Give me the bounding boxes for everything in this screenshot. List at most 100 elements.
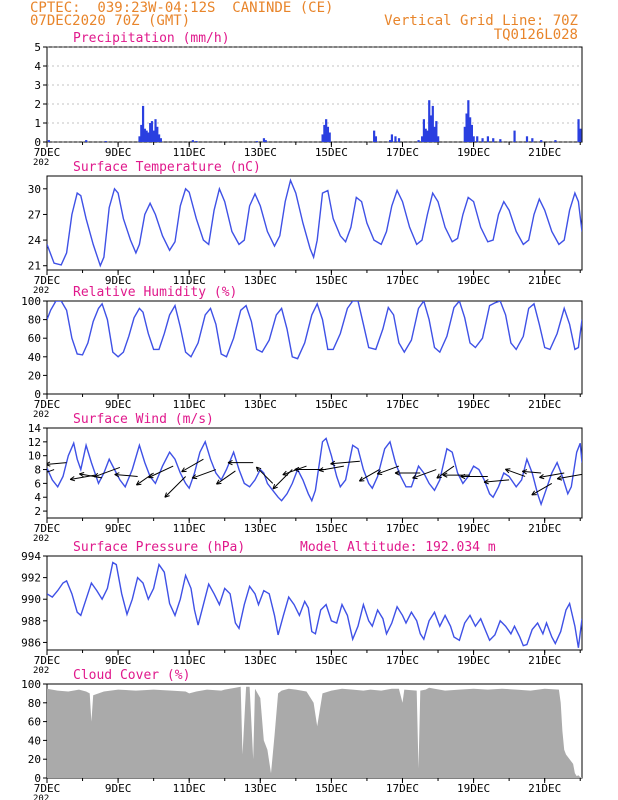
x-tick-label: 15DEC bbox=[315, 654, 348, 667]
y-tick-label: 994 bbox=[21, 550, 41, 563]
pressure-plot bbox=[47, 561, 582, 648]
x-tick-label: 21DEC bbox=[528, 782, 561, 795]
precipitation-bar bbox=[577, 119, 580, 142]
x-tick-label: 11DEC bbox=[173, 146, 206, 159]
x-tick-label: 13DEC bbox=[244, 146, 277, 159]
y-tick-label: 5 bbox=[34, 41, 41, 54]
y-tick-label: 986 bbox=[21, 636, 41, 649]
x-tick-label: 11DEC bbox=[173, 782, 206, 795]
precipitation-bar bbox=[467, 100, 470, 142]
precipitation-bar bbox=[525, 136, 529, 142]
y-tick-label: 0 bbox=[34, 136, 41, 149]
y-tick-label: 12 bbox=[28, 436, 41, 449]
y-tick-label: 6 bbox=[34, 477, 41, 490]
precipitation-bar bbox=[579, 128, 582, 142]
y-tick-label: 0 bbox=[34, 772, 41, 785]
precipitation-bar bbox=[147, 132, 150, 142]
precipitation-bar bbox=[152, 130, 155, 142]
precipitation-bar bbox=[421, 136, 424, 142]
precipitation-bar bbox=[325, 119, 328, 142]
wind-vector-arrow bbox=[181, 458, 204, 473]
wind-vector-arrow bbox=[47, 469, 55, 473]
model-altitude-label: Model Altitude: 192.034 m bbox=[300, 540, 496, 555]
header-code: TQ0126L028 bbox=[493, 27, 578, 43]
x-tick-label: 11DEC bbox=[173, 398, 206, 411]
cloud-cover-panel bbox=[43, 683, 583, 783]
y-tick-label: 8 bbox=[34, 464, 41, 477]
precipitation-bar bbox=[321, 134, 324, 142]
x-tick-label: 13DEC bbox=[244, 522, 277, 535]
precipitation-bar bbox=[195, 141, 198, 142]
y-tick-label: 20 bbox=[28, 753, 41, 766]
precipitation-bar bbox=[429, 115, 433, 142]
x-tick-label: 21DEC bbox=[528, 522, 561, 535]
x-year-label: 202 bbox=[33, 534, 49, 544]
precipitation-bar bbox=[397, 138, 401, 142]
precipitation-bar bbox=[373, 130, 376, 142]
precipitation-bar bbox=[255, 141, 258, 142]
precipitation-bar bbox=[326, 126, 330, 142]
precipitation-bar bbox=[472, 136, 475, 142]
x-tick-label: 19DEC bbox=[457, 398, 490, 411]
y-tick-label: 3 bbox=[34, 79, 41, 92]
precipitation-bar bbox=[437, 136, 440, 142]
y-tick-label: 992 bbox=[21, 572, 41, 585]
cloud-cover-area bbox=[47, 686, 582, 778]
x-tick-label: 19DEC bbox=[457, 522, 490, 535]
wind-vector-arrow bbox=[442, 472, 471, 478]
humidity-plot bbox=[47, 301, 582, 360]
wind-plot bbox=[47, 437, 582, 507]
humidity-series-line bbox=[47, 301, 582, 360]
cloud-cover-title: Cloud Cover (%) bbox=[73, 668, 190, 683]
x-tick-label: 19DEC bbox=[457, 274, 490, 287]
pressure-panel bbox=[43, 555, 583, 655]
wind-vector-arrow bbox=[539, 472, 565, 480]
wind-vector-arrow bbox=[412, 469, 437, 480]
precipitation-bar bbox=[435, 121, 438, 142]
x-tick-label: 13DEC bbox=[244, 782, 277, 795]
x-tick-label: 7DEC bbox=[34, 522, 61, 535]
pressure-title: Surface Pressure (hPa) bbox=[73, 540, 245, 555]
y-tick-label: 30 bbox=[28, 183, 41, 196]
x-tick-label: 9DEC bbox=[105, 398, 132, 411]
x-year-label: 202 bbox=[33, 158, 49, 168]
x-tick-label: 15DEC bbox=[315, 274, 348, 287]
x-tick-label: 9DEC bbox=[105, 782, 132, 795]
precipitation-bar bbox=[499, 139, 502, 142]
humidity-frame bbox=[46, 300, 583, 395]
y-tick-label: 4 bbox=[34, 60, 41, 73]
wind-vector-arrow bbox=[93, 466, 121, 478]
x-tick-label: 7DEC bbox=[34, 398, 61, 411]
precipitation-bar bbox=[138, 136, 141, 142]
y-tick-label: 21 bbox=[28, 260, 41, 273]
precipitation-bar bbox=[531, 138, 534, 142]
x-tick-label: 19DEC bbox=[457, 146, 490, 159]
wind-vector-arrow bbox=[460, 473, 488, 480]
temperature-panel bbox=[43, 175, 583, 275]
y-tick-label: 10 bbox=[28, 450, 41, 463]
precipitation-bar bbox=[426, 130, 429, 142]
x-tick-label: 11DEC bbox=[173, 274, 206, 287]
precipitation-bar bbox=[157, 134, 161, 142]
x-tick-label: 17DEC bbox=[386, 274, 419, 287]
y-tick-label: 4 bbox=[34, 491, 41, 504]
x-tick-label: 7DEC bbox=[34, 782, 61, 795]
precipitation-bar bbox=[389, 140, 392, 142]
wind-vector-arrow bbox=[394, 470, 421, 476]
x-tick-label: 15DEC bbox=[315, 146, 348, 159]
precipitation-bar bbox=[469, 117, 472, 142]
x-tick-label: 15DEC bbox=[315, 398, 348, 411]
x-tick-label: 17DEC bbox=[386, 782, 419, 795]
x-tick-label: 17DEC bbox=[386, 146, 419, 159]
pressure-frame bbox=[46, 555, 583, 651]
precipitation-bar bbox=[390, 134, 394, 142]
wind-vector-arrow bbox=[505, 468, 526, 477]
wind-vector-arrow bbox=[318, 465, 344, 473]
temperature-series-line bbox=[47, 178, 582, 268]
x-year-label: 202 bbox=[33, 410, 49, 420]
header-grid-note: Vertical Grid Line: 70Z bbox=[384, 13, 578, 29]
precipitation-bar bbox=[433, 126, 436, 142]
cloud-cover-plot bbox=[47, 686, 582, 778]
x-tick-label: 9DEC bbox=[105, 274, 132, 287]
x-tick-label: 9DEC bbox=[105, 654, 132, 667]
